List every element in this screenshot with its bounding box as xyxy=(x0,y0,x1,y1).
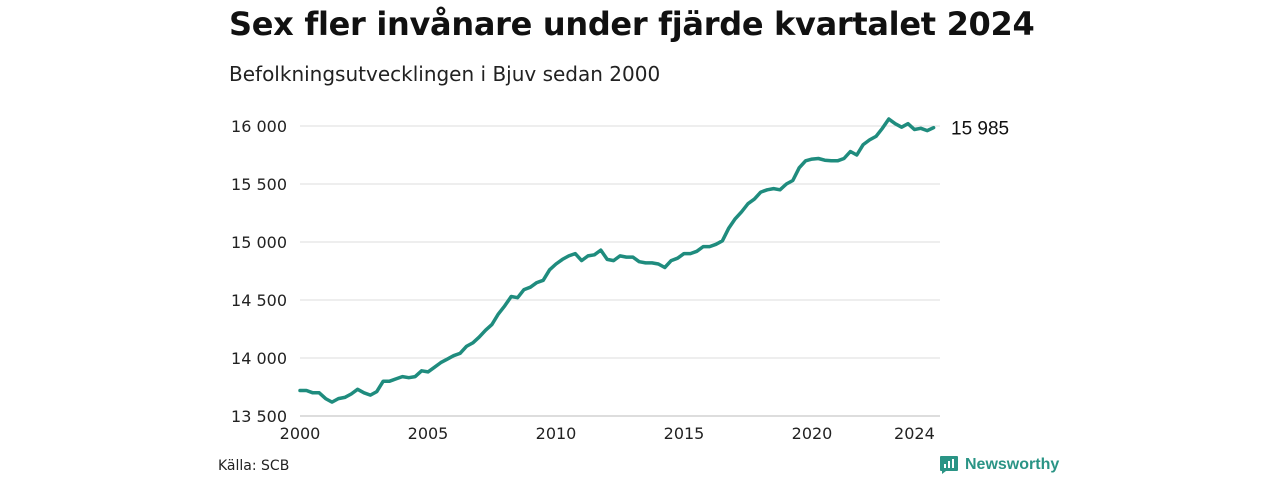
x-tick-label: 2020 xyxy=(792,424,833,443)
population-line xyxy=(298,117,936,404)
x-tick-label: 2005 xyxy=(408,424,449,443)
brand-logo: Newsworthy xyxy=(939,455,1059,475)
end-value-label: 15 985 xyxy=(951,119,1009,140)
x-axis-tick-labels: 2000 2005 2010 2015 2020 2024 xyxy=(280,424,935,443)
y-tick-label: 14 000 xyxy=(231,349,287,368)
y-tick-label: 13 500 xyxy=(231,407,287,426)
y-tick-label: 14 500 xyxy=(231,291,287,310)
y-tick-label: 15 500 xyxy=(231,175,287,194)
grid-lines xyxy=(300,125,940,417)
source-label: Källa: SCB xyxy=(218,458,290,474)
x-tick-label: 2015 xyxy=(664,424,705,443)
x-tick-label: 2000 xyxy=(280,424,321,443)
chart-subtitle: Befolkningsutvecklingen i Bjuv sedan 200… xyxy=(229,62,661,86)
brand-name: Newsworthy xyxy=(965,456,1060,473)
x-tick-label: 2010 xyxy=(536,424,577,443)
chart-title: Sex fler invånare under fjärde kvartalet… xyxy=(229,5,1035,43)
y-tick-label: 15 000 xyxy=(231,233,287,252)
y-tick-label: 16 000 xyxy=(231,117,287,136)
x-tick-label: 2024 xyxy=(894,424,935,443)
newsworthy-icon xyxy=(940,456,958,474)
y-axis-tick-labels: 13 500 14 000 14 500 15 000 15 500 16 000 xyxy=(231,117,287,426)
